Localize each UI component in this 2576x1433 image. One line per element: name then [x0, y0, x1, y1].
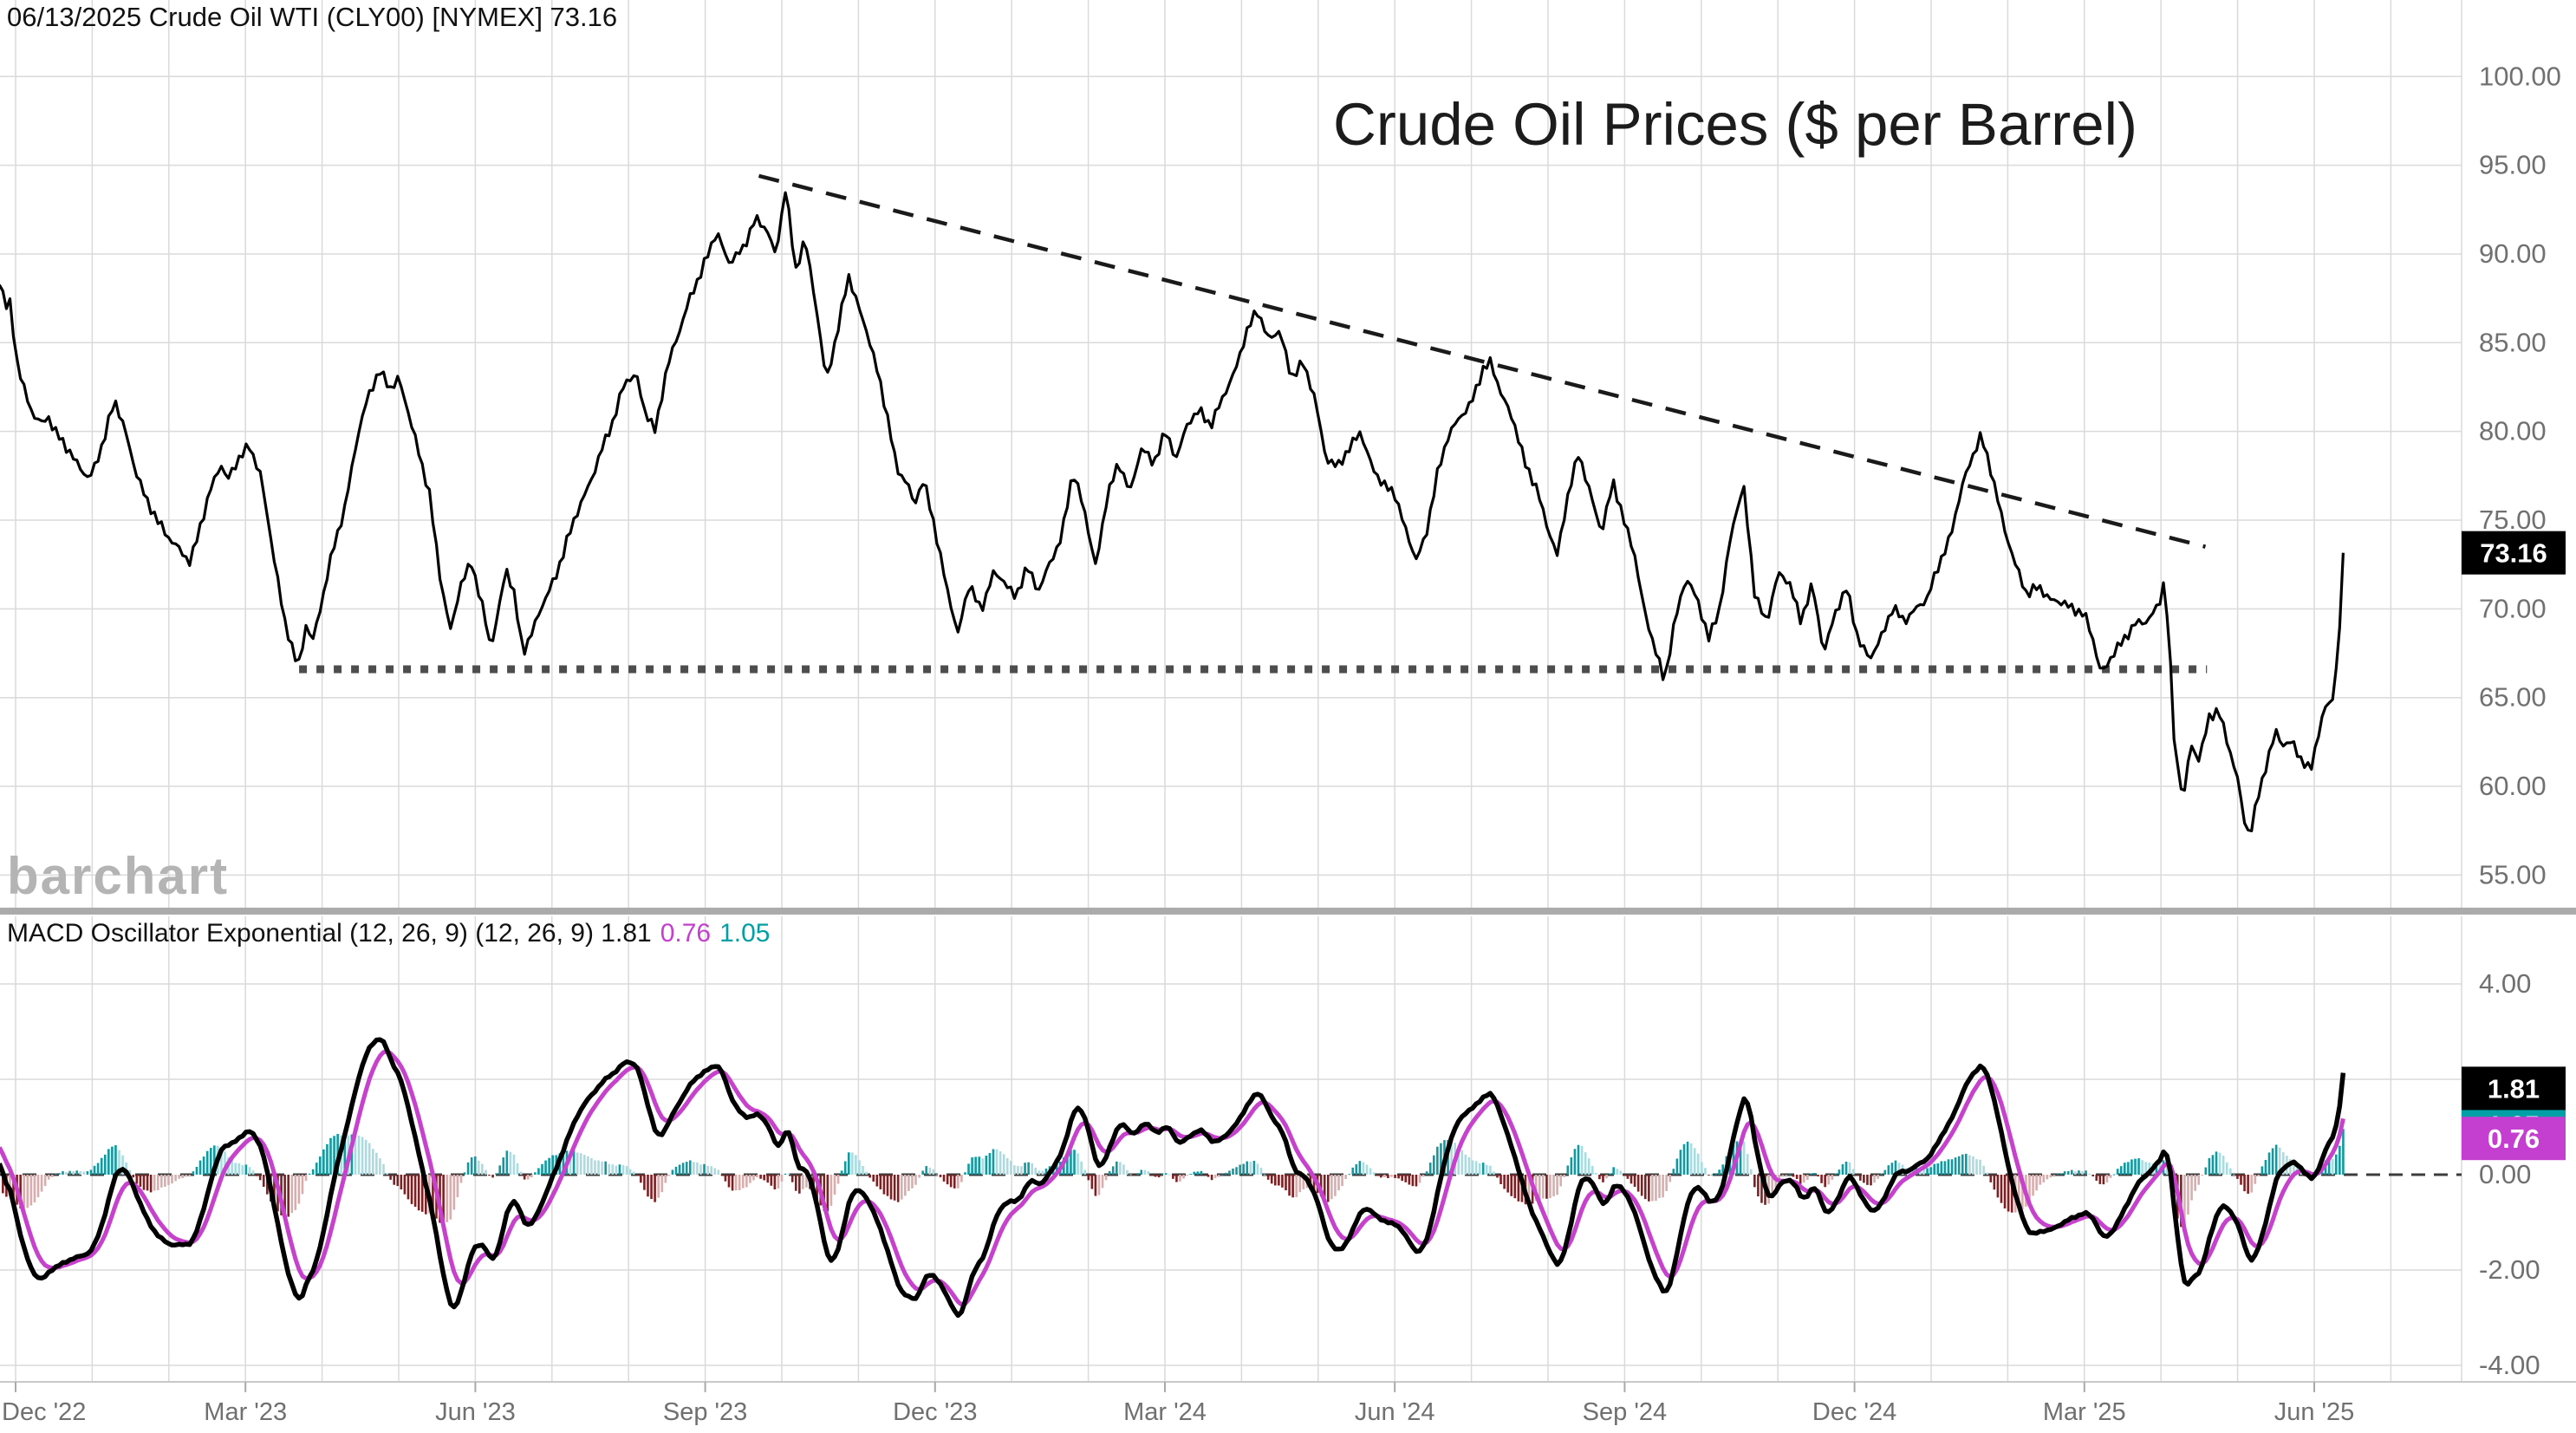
svg-text:Mar '23: Mar '23 [204, 1398, 287, 1426]
macd-axis-labels: 4.00 0.00 -2.00 -4.00 [2479, 968, 2540, 1380]
price-line [0, 191, 2345, 833]
svg-text:Sep '24: Sep '24 [1583, 1398, 1667, 1426]
svg-text:Jun '23: Jun '23 [435, 1398, 516, 1426]
svg-text:Mar '24: Mar '24 [1123, 1398, 1207, 1426]
macd-signal-badge: 0.76 [2462, 1117, 2566, 1161]
svg-text:60.00: 60.00 [2479, 771, 2547, 801]
price-axis-labels: 100.00 95.00 90.00 85.00 80.00 75.00 70.00 65.0… [2479, 61, 2561, 889]
svg-text:75.00: 75.00 [2479, 505, 2547, 535]
svg-text:90.00: 90.00 [2479, 238, 2547, 269]
macd-study-legend: MACD Oscillator Exponential (12, 26, 9) … [7, 919, 778, 948]
svg-text:-4.00: -4.00 [2479, 1350, 2540, 1380]
svg-text:0.00: 0.00 [2479, 1159, 2531, 1189]
svg-text:Dec '24: Dec '24 [1812, 1398, 1896, 1426]
svg-text:Dec '23: Dec '23 [893, 1398, 977, 1426]
panel-divider [0, 908, 2576, 915]
barchart-logo: barchart [7, 847, 230, 905]
svg-text:85.00: 85.00 [2479, 327, 2547, 357]
svg-text:73.16: 73.16 [2480, 538, 2547, 569]
gridlines [0, 0, 2462, 1382]
x-axis-labels: Dec '22 Mar '23 Jun '23 Sep '23 Dec '23 Mar '… [2, 1382, 2354, 1426]
svg-text:Jun '24: Jun '24 [1355, 1398, 1435, 1426]
last-price-badge: 73.16 [2462, 531, 2566, 575]
trendline [758, 173, 2207, 549]
svg-text:4.00: 4.00 [2479, 968, 2531, 999]
macd-value-badge: 1.81 [2462, 1066, 2566, 1111]
svg-text:100.00: 100.00 [2479, 61, 2561, 91]
macd-legend-signal-value: 0.76 [660, 919, 712, 948]
symbol-header: 06/13/2025 Crude Oil WTI (CLY00) [NYMEX]… [7, 2, 618, 32]
svg-text:Jun '25: Jun '25 [2274, 1398, 2355, 1426]
svg-text:95.00: 95.00 [2479, 150, 2547, 180]
svg-text:-2.00: -2.00 [2479, 1254, 2540, 1285]
svg-text:55.00: 55.00 [2479, 859, 2547, 889]
macd-legend-label: MACD Oscillator Exponential (12, 26, 9) … [7, 919, 652, 948]
svg-text:Dec '22: Dec '22 [2, 1398, 86, 1426]
macd-legend-histogram-value: 1.05 [719, 919, 771, 948]
svg-text:Sep '23: Sep '23 [663, 1398, 747, 1426]
chart-title-annotation: Crude Oil Prices ($ per Barrel) [1333, 91, 2137, 158]
svg-text:1.81: 1.81 [2488, 1073, 2540, 1104]
svg-text:80.00: 80.00 [2479, 416, 2547, 446]
svg-text:0.76: 0.76 [2488, 1124, 2540, 1154]
macd-line [0, 1037, 2346, 1319]
svg-text:65.00: 65.00 [2479, 682, 2547, 713]
svg-text:70.00: 70.00 [2479, 593, 2547, 623]
svg-text:Mar '25: Mar '25 [2043, 1398, 2126, 1426]
